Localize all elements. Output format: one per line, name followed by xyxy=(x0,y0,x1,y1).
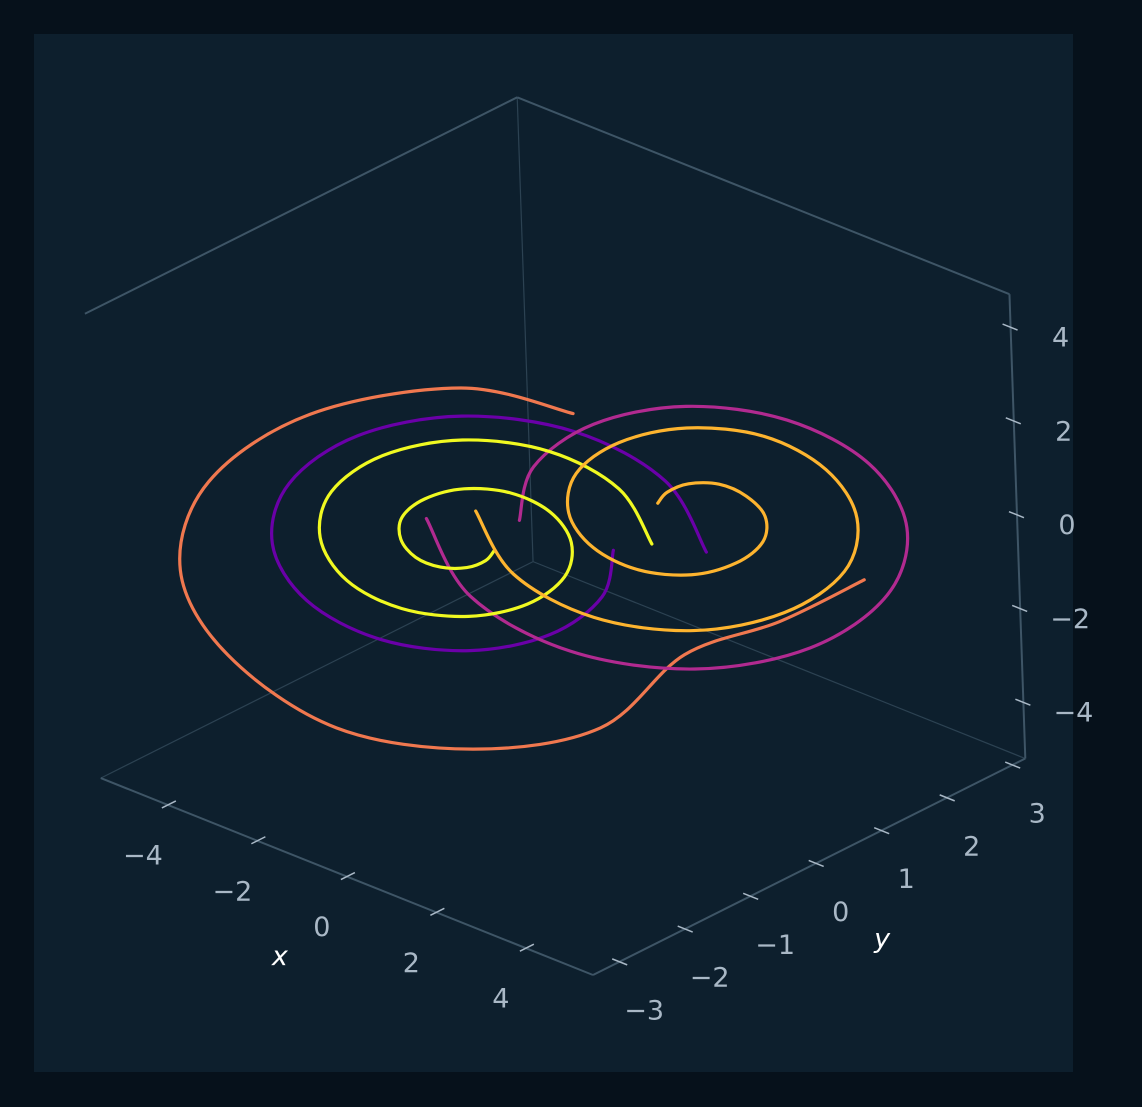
z-tick xyxy=(1005,417,1022,425)
y-axis-line xyxy=(592,757,1026,976)
x-tick xyxy=(340,871,356,881)
box-edge xyxy=(100,561,534,779)
x-tick xyxy=(251,836,266,845)
x-tick-label: 4 xyxy=(492,984,509,1015)
z-tick-label: 0 xyxy=(1058,510,1075,541)
trajectory xyxy=(317,438,654,619)
y-tick-label: −2 xyxy=(690,963,730,994)
box-edge xyxy=(516,96,1010,296)
y-tick-label: 3 xyxy=(1029,799,1046,830)
y-tick xyxy=(939,794,955,802)
y-axis-label: y xyxy=(873,923,891,954)
trajectory xyxy=(474,426,860,633)
z-tick-label: 4 xyxy=(1052,323,1069,354)
y-tick-label: −1 xyxy=(755,930,795,961)
trajectory xyxy=(178,386,866,751)
z-tick xyxy=(1015,698,1031,706)
x-tick-label: −4 xyxy=(123,840,163,871)
box-edge xyxy=(84,96,518,315)
y-tick-label: 2 xyxy=(963,831,980,862)
x-tick-label: 2 xyxy=(403,948,420,979)
y-tick-label: 1 xyxy=(898,864,915,895)
z-tick xyxy=(1002,323,1018,331)
z-tick xyxy=(1011,604,1028,613)
z-tick-label: −4 xyxy=(1053,698,1093,729)
plot-panel xyxy=(34,34,1073,1072)
y-tick-label: −3 xyxy=(624,995,664,1026)
box-edge xyxy=(532,561,1026,760)
y-tick xyxy=(808,859,824,868)
z-tick-label: 2 xyxy=(1055,416,1072,447)
x-tick xyxy=(519,943,535,952)
x-axis-label: x xyxy=(271,941,289,972)
x-tick xyxy=(430,907,445,917)
y-tick xyxy=(1004,761,1021,769)
y-tick-label: 0 xyxy=(832,897,849,928)
trajectory xyxy=(424,404,910,671)
y-tick xyxy=(611,958,628,966)
x-tick xyxy=(161,800,177,809)
y-tick xyxy=(742,892,759,900)
z-tick xyxy=(1008,510,1025,519)
y-tick xyxy=(873,826,890,835)
x-tick-label: 0 xyxy=(313,912,330,943)
z-axis-line xyxy=(1008,294,1027,759)
y-tick xyxy=(677,925,693,933)
x-tick-label: −2 xyxy=(212,876,252,907)
z-tick-label: −2 xyxy=(1050,604,1090,635)
box-edge xyxy=(516,97,534,562)
